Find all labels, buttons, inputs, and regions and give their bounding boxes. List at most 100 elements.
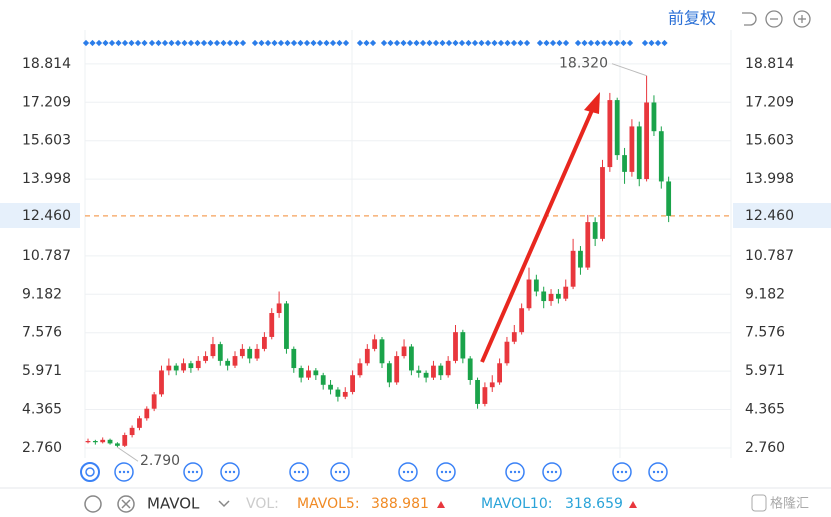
candle-body [100,439,106,443]
icon-dot [293,470,297,474]
plot: 18.814 18.814 17.209 17.209 15.603 15.603 13.9… [22,56,794,470]
y2-tick-label: 5.971 [745,363,785,379]
y2-tick-label: 10.787 [745,248,794,264]
candle-body [115,443,120,446]
price-highlight-left [0,203,80,228]
y-tick-label: 7.576 [22,325,62,341]
diamond [207,39,214,47]
y-tick-label: 15.603 [22,133,71,149]
candle-body [203,356,208,361]
candle-body [401,346,407,357]
diamond [233,39,240,47]
y-tick-label: 13.998 [22,171,71,187]
candle-body [350,375,355,392]
adjust-button[interactable]: 前复权 [668,9,716,28]
candle-body [247,348,253,359]
candle-body [592,222,598,239]
dropdown-icon[interactable] [218,500,230,508]
last-price-label: 12.460 [745,208,794,224]
candle-body [438,365,444,376]
icon-dot [191,470,195,474]
candle-body [475,380,480,404]
up-arrow [437,501,445,508]
zoom-in-icon[interactable] [793,10,811,28]
max-label: 18.320 [559,56,608,72]
candle-body [570,250,576,287]
y-tick-label: 2.760 [22,440,62,456]
diamond [141,39,148,47]
search-icon[interactable] [80,462,100,482]
candle-body [445,360,451,376]
candle-body [629,126,635,172]
candle-body [195,360,201,369]
indicator-name[interactable]: MAVOL [147,495,200,513]
candle-body [482,387,488,404]
diamond [155,39,162,47]
icon-dot [513,470,517,474]
icon-dot [342,470,346,474]
candle-body [276,303,282,314]
candle-body [335,389,341,397]
icon-dot [228,470,232,474]
undo-icon[interactable] [742,12,757,26]
vol-label: VOL: [246,496,279,512]
diamond [194,39,201,47]
candle-body [460,332,466,359]
price-highlight-right [733,203,831,228]
diamond [226,39,234,47]
diamond [187,39,195,47]
icon-dot [440,470,444,474]
candle-body [254,348,260,359]
max-leader [611,63,647,77]
candle-body [409,346,414,371]
diamond [128,39,135,47]
candle-body [651,102,657,132]
y2-tick-label: 18.814 [745,56,794,72]
candle-body [497,363,502,383]
candle-body [614,100,620,156]
candle-body [453,332,458,361]
candle-body [416,370,422,373]
candle-body [342,391,348,397]
candle-body [578,250,583,268]
candle-body [92,441,98,443]
diamond [200,39,208,47]
icon-stroke [121,499,131,509]
candle-body [666,181,672,216]
y-tick-label: 4.365 [22,402,62,418]
candle-body [556,293,561,299]
y2-tick-label: 13.998 [745,171,794,187]
icon-dot [122,470,126,474]
candle-body [107,439,113,444]
candle-body [379,339,385,364]
icon-dot [410,470,414,474]
candle-body [269,313,275,337]
icon-dot [301,470,305,474]
icon-dot [660,470,664,474]
candle-body [239,348,245,357]
candle-body [394,356,400,383]
zoom-out-icon[interactable] [765,10,783,28]
toolbar-icons [742,10,811,28]
settings-icon[interactable] [84,495,102,513]
min-label: 2.790 [140,453,180,469]
icon-dot [550,470,554,474]
icon-dot [517,470,521,474]
last-price-label: 12.460 [22,208,71,224]
diamond [168,39,175,47]
close-icon[interactable] [117,495,135,513]
candle-body [533,279,539,292]
y2-tick-label: 9.182 [745,286,785,302]
candle-body [489,382,495,388]
candle-body [511,332,517,342]
icon-dot [297,470,301,474]
candle-body [313,370,319,376]
icon-dot [554,470,558,474]
candle-body [658,131,664,182]
icon-dot [448,470,452,474]
y2-tick-label: 7.576 [745,325,785,341]
icon-dot [652,470,656,474]
candle-body [504,341,510,364]
candle-body [217,344,223,361]
